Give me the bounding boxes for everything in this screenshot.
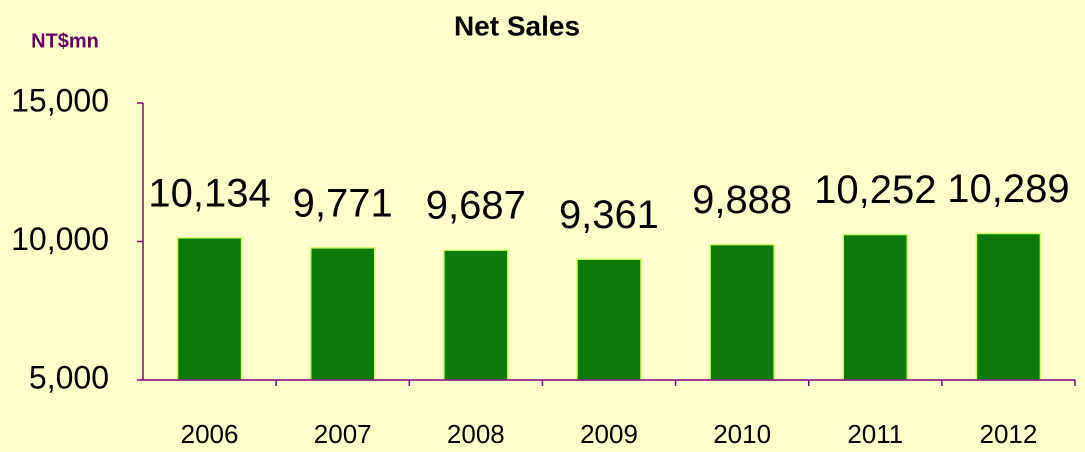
bar [842,233,909,381]
bar [309,247,376,381]
value-label: 10,134 [148,171,270,215]
x-tick-label: 2011 [847,419,903,449]
y-tick-label: 10,000 [11,221,109,257]
x-tick-label: 2006 [181,419,239,449]
y-tick-label: 15,000 [11,82,109,118]
x-tick-label: 2009 [580,419,638,449]
chart-title: Net Sales [454,10,580,41]
value-label: 9,687 [426,184,526,228]
bar [709,243,775,381]
x-tick-label: 2008 [447,419,505,449]
bar [176,237,243,381]
value-label: 9,771 [293,181,393,225]
x-tick-label: 2012 [980,419,1038,449]
x-tick-label: 2010 [713,419,771,449]
bar [576,258,642,381]
y-tick-label: 5,000 [29,359,109,395]
value-label: 10,289 [947,167,1069,211]
y-axis-label: NT$mn [31,30,99,52]
value-label: 9,888 [692,178,792,222]
x-tick-label: 2007 [314,419,372,449]
value-label: 9,361 [559,193,659,237]
bar [975,232,1042,381]
value-label: 10,252 [814,168,936,212]
bar [443,249,509,381]
